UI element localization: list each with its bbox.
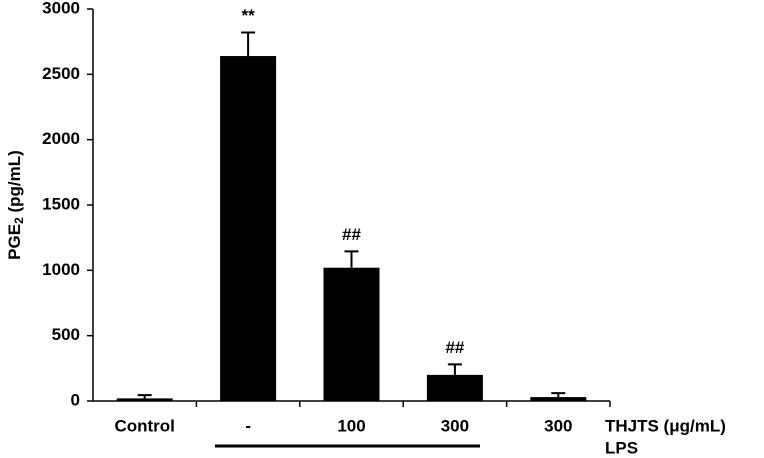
error-bar: [551, 392, 566, 398]
annotation: ##: [342, 225, 361, 244]
y-axis-label-unit: (pg/mL): [5, 150, 24, 217]
bar: [530, 397, 587, 401]
bar: [323, 267, 380, 401]
group-label: LPS: [605, 438, 638, 457]
y-tick-label: 2500: [42, 64, 80, 83]
y-tick-label: 1000: [42, 260, 80, 279]
y-tick-label: 1500: [42, 194, 80, 213]
y-tick-label: 3000: [42, 0, 80, 17]
bar: [116, 398, 173, 401]
x-tick-label: Control: [114, 416, 174, 435]
annotation: **: [241, 6, 255, 25]
y-tick-label: 2000: [42, 129, 80, 148]
error-bar: [447, 363, 462, 375]
annotation: ##: [445, 338, 464, 357]
bar: [426, 374, 483, 401]
x-tick-label: 300: [441, 416, 469, 435]
error-bar: [344, 250, 359, 268]
y-tick-label: 0: [71, 390, 80, 409]
bar: [220, 56, 277, 401]
y-axis-label-sub: 2: [12, 217, 26, 224]
x-tick-label: -: [245, 416, 251, 435]
y-axis-label-main: PGE: [5, 224, 24, 260]
error-bar: [137, 394, 152, 399]
y-axis-label: PGE2 (pg/mL): [5, 150, 26, 260]
y-tick-label: 500: [52, 325, 80, 344]
x-tick-label: 300: [544, 416, 572, 435]
error-bar: [241, 31, 256, 57]
x-tick-label: 100: [337, 416, 365, 435]
x-row-label: THJTS (μg/mL): [605, 416, 726, 435]
